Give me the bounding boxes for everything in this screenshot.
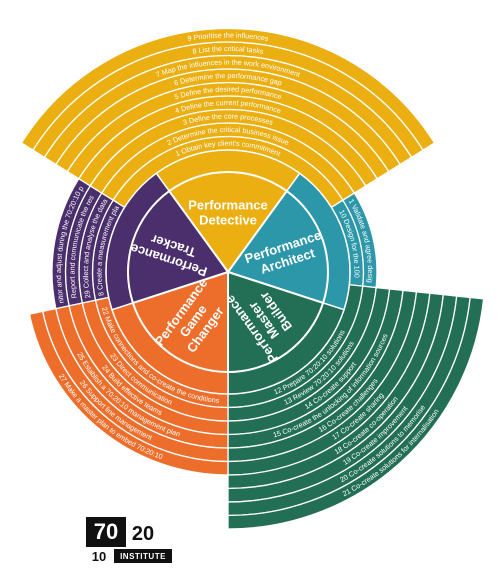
- logo-10: 10: [86, 549, 112, 564]
- logo-20: 20: [128, 521, 158, 547]
- tracker-step-ring: [51, 177, 92, 310]
- core-pie: [127, 171, 329, 374]
- outer-rings: [20, 27, 485, 530]
- detective-step-label: 8 List the critical tasks: [192, 44, 265, 56]
- builder-core-wedge: [227, 270, 325, 374]
- detective-step-ring: [20, 27, 436, 152]
- builder-step-ring: [227, 296, 485, 530]
- 7020-10-institute-logo: 70 20 10 INSTITUTE: [86, 517, 172, 564]
- logo-70: 70: [86, 517, 126, 547]
- architect-core-wedge: [226, 189, 329, 305]
- changer-step-ring: [28, 310, 229, 476]
- detective-title: Detective: [199, 213, 257, 228]
- logo-institute: INSTITUTE: [114, 549, 172, 563]
- detective-title: Performance: [188, 198, 267, 213]
- changer-core-wedge: [131, 270, 229, 374]
- tracker-core-wedge: [127, 189, 230, 305]
- detective-core-wedge: [167, 171, 289, 274]
- middle-ring: [105, 149, 351, 395]
- detective-step-label: 9 Prioritise the influences: [187, 31, 270, 43]
